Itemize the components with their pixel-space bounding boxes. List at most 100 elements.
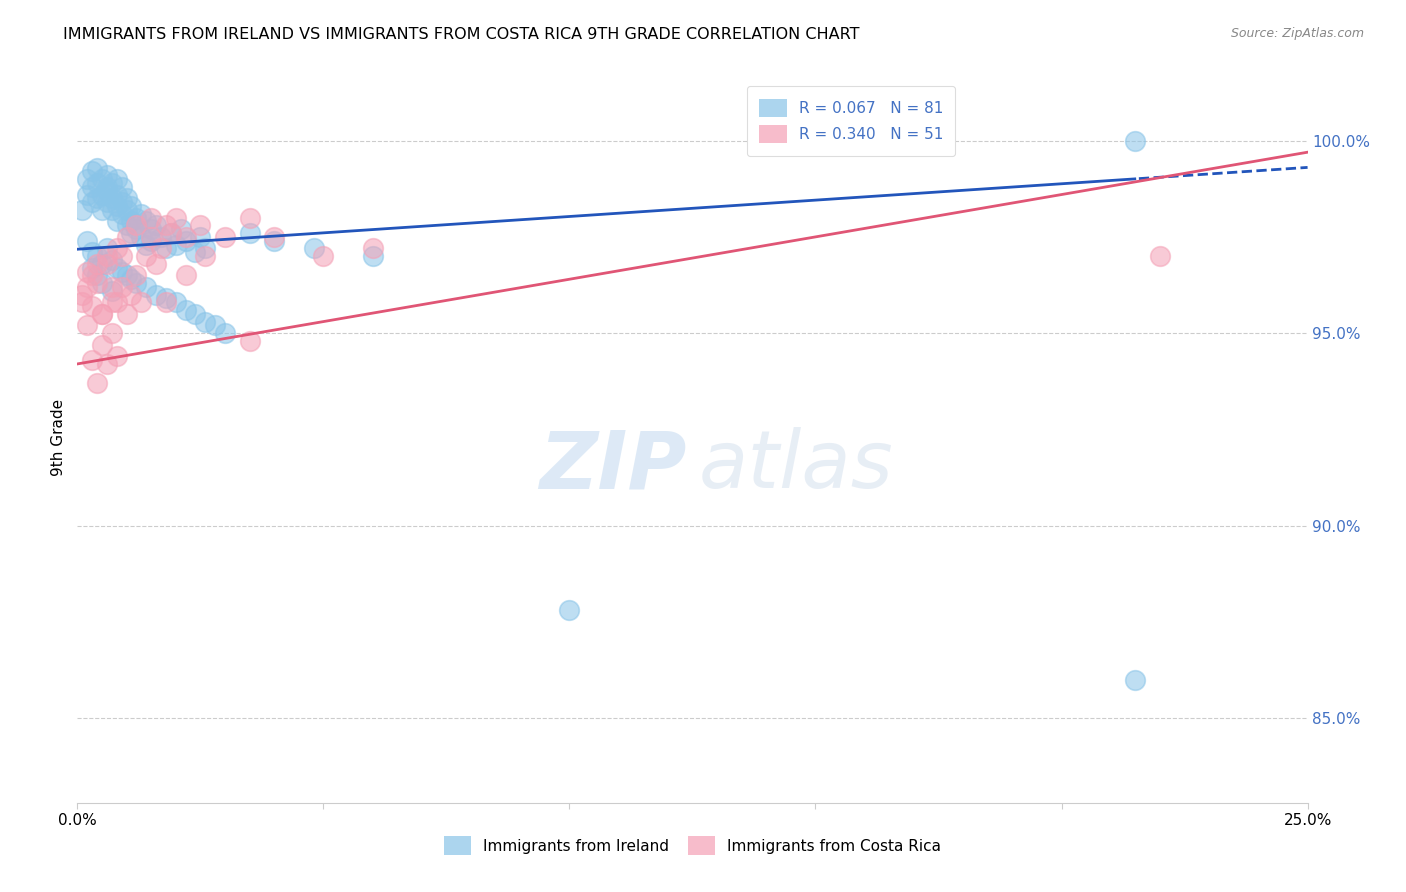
Point	[82, 164, 104, 178]
Point	[121, 214, 143, 228]
Point	[155, 295, 177, 310]
Point	[121, 199, 143, 213]
Point	[90, 276, 114, 290]
Point	[165, 237, 187, 252]
Point	[121, 287, 143, 301]
Point	[174, 268, 197, 283]
Point	[188, 219, 212, 233]
Point	[111, 280, 132, 294]
Point	[302, 242, 325, 256]
Point	[135, 214, 157, 228]
Point	[129, 230, 153, 244]
Point	[174, 234, 197, 248]
Point	[194, 315, 217, 329]
Point	[101, 252, 124, 267]
Point	[155, 219, 177, 233]
Point	[214, 230, 236, 244]
Point	[214, 326, 236, 340]
Point	[76, 172, 98, 186]
Point	[96, 249, 118, 263]
Point	[125, 268, 148, 283]
Point	[170, 222, 193, 236]
Point	[96, 184, 118, 198]
Point	[263, 230, 285, 244]
Point	[90, 307, 114, 321]
Point	[101, 176, 124, 190]
Point	[115, 230, 138, 244]
Point	[155, 292, 177, 306]
Point	[111, 179, 132, 194]
Point	[165, 295, 187, 310]
Point	[174, 303, 197, 318]
Point	[82, 245, 104, 260]
Point	[76, 187, 98, 202]
Point	[1125, 673, 1147, 687]
Point	[150, 242, 173, 256]
Point	[105, 214, 128, 228]
Point	[82, 299, 104, 313]
Point	[82, 268, 104, 283]
Point	[82, 195, 104, 210]
Point	[86, 191, 108, 205]
Point	[135, 237, 157, 252]
Point	[111, 195, 132, 210]
Point	[1125, 134, 1147, 148]
Point	[105, 242, 128, 256]
Point	[86, 268, 108, 283]
Point	[165, 211, 187, 225]
Point	[101, 202, 124, 217]
Point	[160, 226, 183, 240]
Point	[115, 307, 138, 321]
Point	[115, 191, 138, 205]
Y-axis label: 9th Grade: 9th Grade	[51, 399, 66, 475]
Point	[70, 287, 93, 301]
Point	[101, 191, 124, 205]
Point	[70, 202, 93, 217]
Point	[174, 230, 197, 244]
Point	[82, 179, 104, 194]
Point	[96, 257, 118, 271]
Point	[90, 257, 114, 271]
Point	[160, 226, 183, 240]
Point	[155, 242, 177, 256]
Point	[239, 226, 262, 240]
Point	[125, 211, 148, 225]
Point	[115, 202, 138, 217]
Point	[125, 276, 148, 290]
Point	[76, 318, 98, 333]
Point	[101, 295, 124, 310]
Point	[96, 169, 118, 183]
Point	[101, 326, 124, 340]
Point	[141, 234, 163, 248]
Point	[105, 349, 128, 363]
Point	[125, 219, 148, 233]
Point	[361, 249, 384, 263]
Point	[90, 307, 114, 321]
Point	[204, 318, 226, 333]
Point	[105, 187, 128, 202]
Point	[105, 295, 128, 310]
Point	[96, 195, 118, 210]
Point	[105, 260, 128, 275]
Point	[1149, 249, 1171, 263]
Point	[361, 242, 384, 256]
Point	[86, 161, 108, 175]
Point	[141, 222, 163, 236]
Point	[129, 207, 153, 221]
Point	[105, 172, 128, 186]
Point	[90, 202, 114, 217]
Point	[135, 249, 157, 263]
Point	[141, 230, 163, 244]
Point	[125, 222, 148, 236]
Point	[96, 357, 118, 371]
Point	[82, 353, 104, 368]
Point	[188, 230, 212, 244]
Point	[96, 242, 118, 256]
Point	[86, 176, 108, 190]
Point	[105, 199, 128, 213]
Point	[312, 249, 335, 263]
Point	[82, 260, 104, 275]
Point	[239, 334, 262, 348]
Point	[111, 207, 132, 221]
Point	[141, 211, 163, 225]
